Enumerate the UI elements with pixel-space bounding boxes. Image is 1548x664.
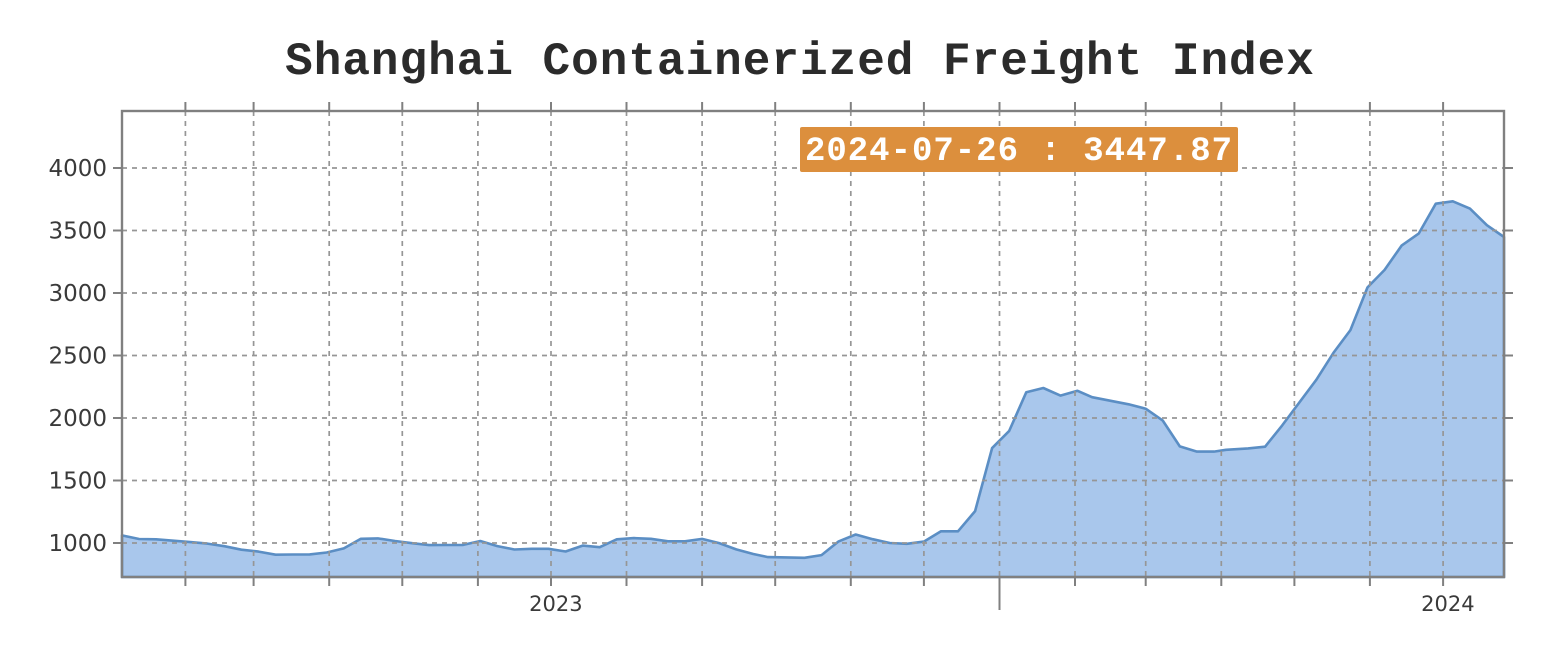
scfi-area	[120, 200, 1506, 579]
y-tick-label: 1000	[48, 531, 107, 557]
axis-ticks	[113, 102, 1513, 610]
area-series	[120, 200, 1506, 579]
y-axis-labels: 1000 1500 2000 2500 3000 3500 4000	[48, 156, 107, 557]
y-tick-label: 3000	[48, 281, 107, 307]
y-tick-label: 4000	[48, 156, 107, 182]
x-tick-label: 2023	[529, 592, 582, 616]
x-axis-labels: 2023 2024	[529, 592, 1474, 616]
y-tick-label: 2500	[48, 344, 107, 370]
plot-frame	[120, 109, 1506, 579]
y-tick-label: 1500	[48, 469, 107, 495]
grid-lines	[122, 111, 1504, 577]
y-tick-label: 2000	[48, 406, 107, 432]
tooltip-background	[800, 127, 1238, 172]
chart-title: Shanghai Containerized Freight Index	[285, 36, 1315, 88]
tooltip-text: 2024-07-26 : 3447.87	[805, 133, 1233, 171]
y-tick-label: 3500	[48, 219, 107, 245]
x-tick-label: 2024	[1421, 592, 1474, 616]
tooltip-label: 2024-07-26 : 3447.87	[800, 127, 1238, 172]
